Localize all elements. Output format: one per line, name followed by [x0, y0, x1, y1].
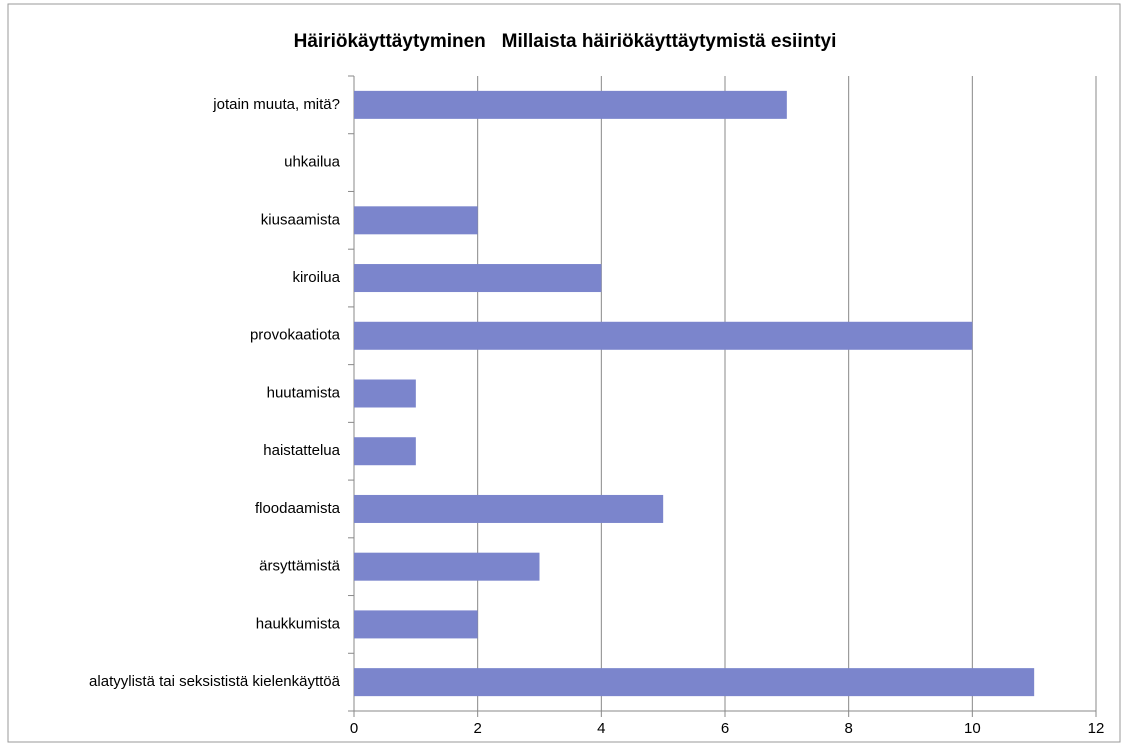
y-tick-label: haukkumista — [256, 615, 341, 632]
x-tick-label: 6 — [721, 720, 729, 737]
bar — [354, 379, 416, 408]
bar — [354, 437, 416, 466]
y-tick-label: huutamista — [267, 384, 341, 401]
chart-border — [7, 3, 1121, 743]
bar — [354, 552, 540, 581]
y-tick-label: floodaamista — [255, 500, 341, 517]
x-tick-label: 2 — [473, 720, 481, 737]
y-tick-label: provokaatiota — [250, 327, 341, 344]
x-tick-label: 8 — [844, 720, 852, 737]
bar — [354, 90, 787, 119]
x-tick-label: 4 — [597, 720, 605, 737]
x-tick-label: 12 — [1088, 720, 1105, 737]
y-tick-label: ärsyttämistä — [259, 558, 341, 575]
x-tick-label: 10 — [964, 720, 981, 737]
bar — [354, 264, 602, 293]
bar — [354, 610, 478, 639]
bar — [354, 206, 478, 235]
bar — [354, 668, 1035, 697]
bar — [354, 321, 973, 350]
y-tick-label: kiroilua — [292, 269, 340, 286]
chart-title: Häiriökäyttäytyminen Millaista häiriökäy… — [294, 31, 837, 52]
x-tick-label: 0 — [350, 720, 358, 737]
y-tick-label: uhkailua — [284, 154, 341, 171]
y-tick-label: haistattelua — [263, 442, 340, 459]
y-tick-label: alatyylistä tai seksististä kielenkäyttö… — [89, 673, 341, 690]
y-tick-label: jotain muuta, mitä? — [212, 96, 340, 113]
y-tick-label: kiusaamista — [261, 211, 341, 228]
bar — [354, 494, 664, 523]
